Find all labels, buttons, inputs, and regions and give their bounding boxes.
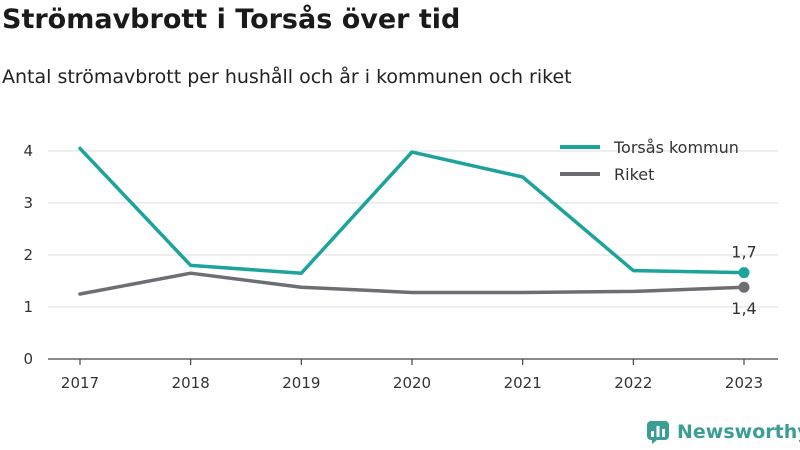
brand-name: Newsworthy xyxy=(677,421,800,443)
legend: Torsås kommun Riket xyxy=(560,138,739,184)
y-tick-label: 0 xyxy=(23,350,33,368)
x-tick-label: 2019 xyxy=(282,374,320,392)
end-point-torsas xyxy=(738,267,750,279)
y-axis-ticks: 0 1 2 3 4 xyxy=(23,142,33,368)
x-tick-label: 2023 xyxy=(725,374,763,392)
y-tick-label: 4 xyxy=(23,142,33,160)
x-tick-label: 2017 xyxy=(61,374,99,392)
chart-subtitle: Antal strömavbrott per hushåll och år i … xyxy=(2,66,572,88)
y-tick-label: 3 xyxy=(23,194,33,212)
x-tick-label: 2020 xyxy=(393,374,431,392)
end-value-label-riket: 1,4 xyxy=(731,299,756,318)
y-tick-label: 2 xyxy=(23,246,33,264)
end-value-label-torsas: 1,7 xyxy=(731,243,756,262)
x-tick-label: 2022 xyxy=(614,374,652,392)
newsworthy-brand: Newsworthy xyxy=(646,420,800,444)
newsworthy-logo-icon xyxy=(647,421,669,444)
y-tick-label: 1 xyxy=(23,298,33,316)
chart-title: Strömavbrott i Torsås över tid xyxy=(2,4,461,35)
x-tick-label: 2021 xyxy=(504,374,542,392)
end-point-riket xyxy=(738,281,750,293)
x-axis: 2017 2018 2019 2020 2021 2022 2023 xyxy=(48,358,778,392)
legend-label-torsas: Torsås kommun xyxy=(613,138,739,157)
gridlines xyxy=(48,150,778,308)
series-lines: 1,7 1,4 xyxy=(78,146,757,318)
legend-label-riket: Riket xyxy=(614,165,654,184)
x-tick-label: 2018 xyxy=(172,374,210,392)
series-line-riket xyxy=(78,271,746,296)
series-line-torsas xyxy=(78,146,746,275)
